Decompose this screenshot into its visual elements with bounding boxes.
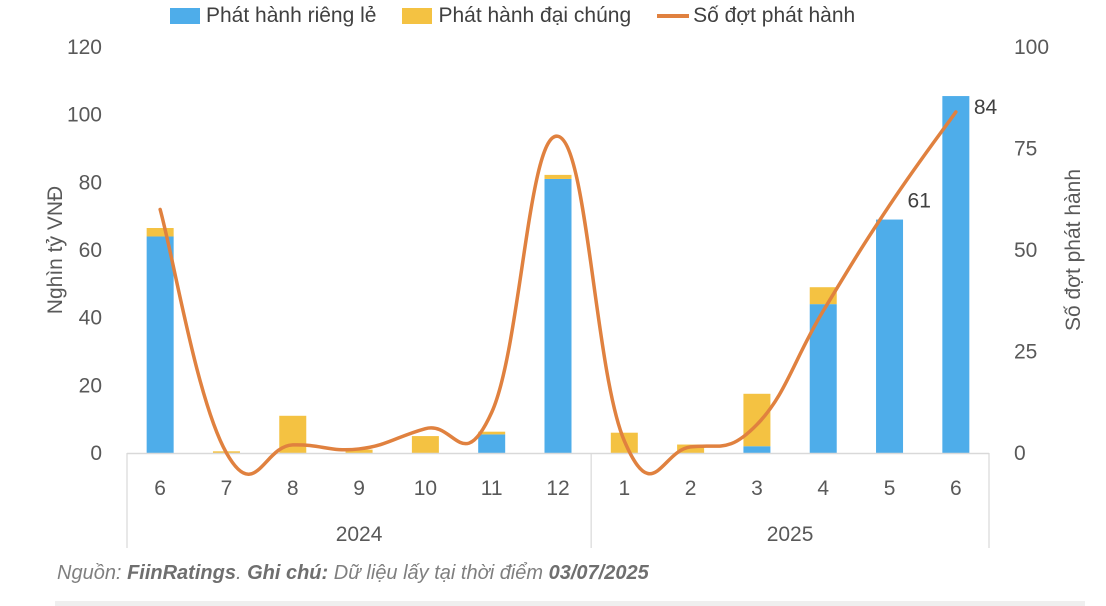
note-label: Ghi chú: — [247, 562, 334, 584]
bar-public — [146, 228, 174, 237]
x-tick-label: 6 — [950, 477, 962, 500]
y2-tick-label: 100 — [1014, 36, 1049, 59]
legend-label-public: Phát hành đại chúng — [438, 4, 632, 27]
legend-swatch-public — [402, 8, 433, 24]
y2-tick-label: 75 — [1014, 138, 1037, 161]
bar-private — [478, 434, 506, 453]
bar-private — [942, 96, 970, 453]
x-tick-label: 2 — [685, 477, 697, 500]
legend-swatch-private — [170, 8, 200, 24]
bar-public — [677, 444, 705, 453]
legend-label-private: Phát hành riêng lẻ — [206, 4, 377, 27]
data-label: 61 — [908, 189, 931, 212]
chart-legend: Phát hành riêng lẻ Phát hành đại chúng S… — [170, 4, 881, 28]
x-tick-label: 3 — [751, 477, 763, 500]
bar-public — [345, 449, 373, 453]
y-tick-label: 20 — [79, 374, 102, 397]
y-tick-label: 80 — [79, 171, 102, 194]
x-tick-label: 4 — [817, 477, 829, 500]
bar-public — [411, 436, 439, 453]
chart-footer: Nguồn: FiinRatings. Ghi chú: Dữ liệu lấy… — [57, 562, 649, 585]
bar-private — [876, 219, 904, 453]
y-tick-label: 100 — [67, 104, 102, 127]
legend-label-count: Số đợt phát hành — [693, 4, 856, 27]
bar-public — [544, 174, 572, 179]
x-tick-label: 1 — [618, 477, 630, 500]
y2-tick-label: 0 — [1014, 442, 1026, 465]
x-tick-label: 5 — [884, 477, 896, 500]
y2-tick-label: 25 — [1014, 341, 1037, 364]
bar-public — [478, 431, 506, 435]
legend-item-public: Phát hành đại chúng — [402, 4, 631, 28]
x-tick-label: 7 — [221, 477, 233, 500]
x-tick-label: 8 — [287, 477, 299, 500]
y2-axis-title: Số đợt phát hành — [1062, 169, 1085, 331]
x-group-label: 2025 — [767, 523, 814, 546]
legend-item-count: Số đợt phát hành — [657, 4, 855, 28]
legend-line-count — [657, 14, 690, 18]
x-tick-label: 11 — [481, 477, 503, 500]
y-axis-title: Nghìn tỷ VNĐ — [44, 186, 67, 314]
line-issuance-count — [158, 110, 958, 476]
bar-private — [743, 446, 771, 453]
note-text: Dữ liệu lấy tại thời điểm — [333, 562, 549, 584]
x-tick-label: 9 — [353, 477, 365, 500]
data-label: 84 — [974, 96, 998, 119]
y-tick-label: 0 — [90, 442, 102, 465]
x-tick-label: 6 — [154, 477, 166, 500]
y-tick-label: 120 — [67, 36, 102, 59]
x-tick-label: 12 — [546, 477, 569, 500]
source-value: FiinRatings — [127, 562, 236, 584]
footer-sep: . — [235, 562, 248, 584]
source-label: Nguồn: — [57, 562, 128, 584]
bar-private — [544, 178, 572, 453]
y2-tick-label: 50 — [1014, 239, 1037, 262]
note-date: 03/07/2025 — [548, 562, 649, 584]
x-tick-label: 10 — [414, 477, 437, 500]
bar-public — [743, 393, 771, 447]
bottom-divider — [55, 601, 1085, 606]
legend-item-private: Phát hành riêng lẻ — [170, 4, 376, 28]
bar-private — [146, 236, 174, 453]
y-tick-label: 40 — [79, 307, 102, 330]
x-group-label: 2024 — [336, 523, 383, 546]
y-tick-label: 60 — [79, 239, 102, 262]
